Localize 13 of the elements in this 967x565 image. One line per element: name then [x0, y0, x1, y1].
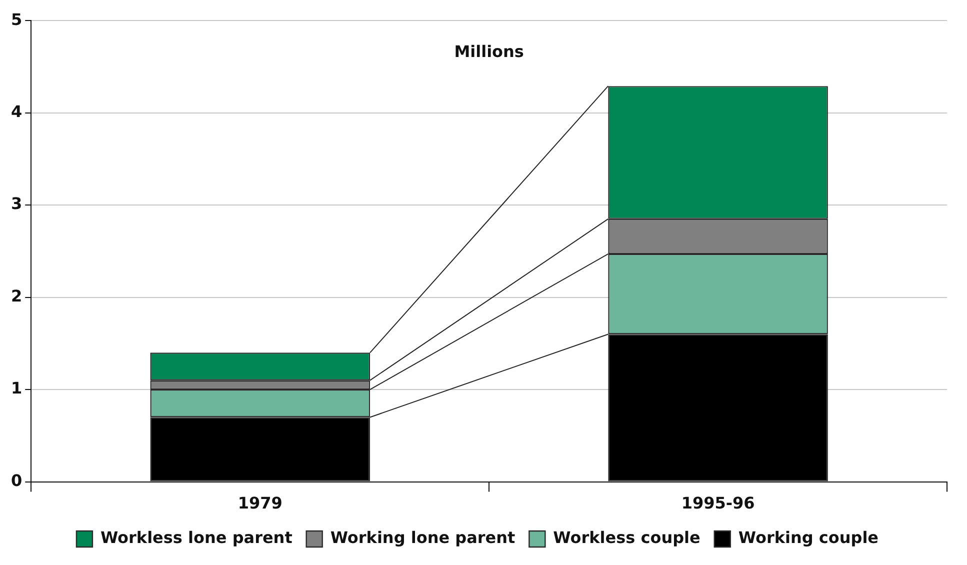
x-tick-label: 1995-96	[681, 494, 755, 513]
y-axis-title: Millions	[454, 42, 524, 61]
legend-label: Workless couple	[553, 528, 701, 548]
legend-label: Workless lone parent	[100, 528, 293, 548]
y-tick-label: 3	[10, 194, 22, 214]
legend-label: Working couple	[738, 528, 879, 548]
y-tick-label: 1	[10, 378, 22, 398]
y-tick-label: 0	[10, 470, 22, 490]
y-tick-label: 2	[10, 286, 22, 306]
x-tick-label: 1979	[238, 494, 282, 513]
y-tick-label: 4	[10, 102, 22, 121]
y-tick-label: 5	[10, 10, 22, 29]
legend-label: Working lone parent	[330, 528, 516, 548]
